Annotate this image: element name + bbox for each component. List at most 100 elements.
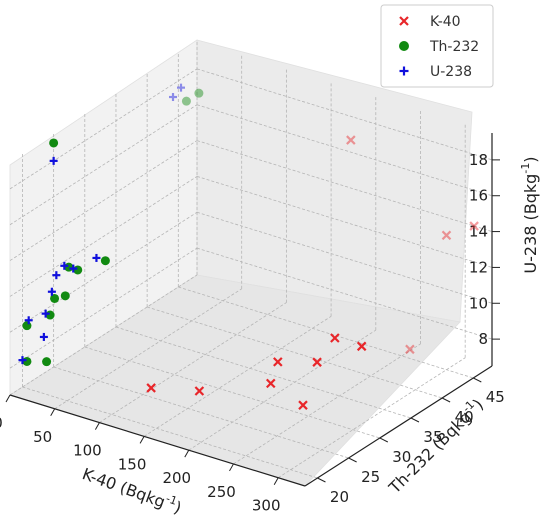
- grid-x-floor: [277, 357, 466, 479]
- grid-y-floor: [147, 306, 443, 399]
- data-point-k40: [346, 135, 356, 145]
- x-axis-line: [9, 394, 306, 487]
- grid-x-floor: [233, 343, 421, 465]
- y-tick: [317, 477, 326, 483]
- legend-marker-th232: [399, 41, 409, 51]
- y-tick-label: 30: [392, 448, 411, 466]
- legend: K-40 Th-232 U-238: [380, 4, 494, 88]
- data-point-k40: [330, 333, 340, 343]
- data-point-th232: [64, 262, 74, 272]
- data-point-th232: [100, 256, 110, 266]
- data-point-u238: [24, 316, 33, 325]
- y-tick-label: 45: [486, 388, 505, 406]
- y-tick: [379, 437, 389, 443]
- grid-z-back: [196, 140, 493, 232]
- data-point-u238: [92, 253, 101, 262]
- grid-y-floor: [84, 346, 380, 439]
- legend-marker-k40: [399, 16, 409, 26]
- data-point-k40: [312, 357, 322, 367]
- data-point-k40: [273, 357, 283, 367]
- data-point-k40: [194, 386, 205, 396]
- grid-y-floor: [115, 326, 412, 419]
- legend-label-u238: U-238: [430, 64, 472, 80]
- y-axis-label: Th-232 (Bqkg-1): [383, 394, 487, 498]
- data-point-u238: [169, 93, 178, 102]
- grid-z-left: [9, 211, 198, 333]
- x-tick-label: 50: [33, 428, 52, 446]
- grid-z-back: [196, 68, 493, 161]
- grid-z-left: [9, 140, 198, 261]
- data-point-th232: [181, 96, 191, 106]
- data-point-u238: [18, 356, 27, 365]
- z-axis-label: U-238 (Bqkg-1): [519, 156, 540, 273]
- data-point-u238: [60, 261, 69, 270]
- data-point-th232: [50, 293, 60, 303]
- data-point-th232: [194, 88, 204, 98]
- data-point-th232: [73, 265, 83, 275]
- y-axis-line: [304, 365, 493, 487]
- z-tick-label: 8: [478, 330, 488, 348]
- data-point-th232: [22, 321, 32, 331]
- y-tick: [348, 457, 357, 463]
- grid-x-floor: [99, 302, 287, 423]
- data-point-th232: [45, 310, 55, 320]
- grid-x-floor: [9, 274, 198, 396]
- data-point-k40: [146, 383, 156, 393]
- data-point-u238: [69, 264, 78, 273]
- data-point-th232: [49, 138, 59, 148]
- grid-x-floor: [54, 288, 242, 410]
- series-u238: [18, 83, 186, 365]
- grid-y-floor: [22, 386, 318, 479]
- x-tick: [5, 394, 11, 403]
- y-tick: [473, 377, 482, 383]
- x-tick-label: 150: [118, 455, 147, 473]
- z-tick-label: 14: [469, 223, 488, 241]
- grid-z-back: [196, 211, 493, 304]
- x-tick-label: 300: [252, 497, 281, 515]
- tick-labels: 0 50 100 150 200 250 300 20 25 30 35 40 45 8 10 12 14 16 1…: [0, 151, 505, 515]
- grid-z-left: [9, 68, 198, 190]
- data-point-u238: [49, 156, 58, 165]
- x-tick-label: 100: [73, 442, 102, 460]
- grid-x-floor: [143, 316, 332, 437]
- z-tick-label: 18: [469, 151, 488, 169]
- grid-x-floor: [188, 329, 377, 451]
- x-tick-label: 250: [207, 483, 236, 501]
- y-tick: [441, 397, 451, 403]
- data-point-u238: [52, 271, 61, 280]
- grid-z-left: [9, 247, 198, 369]
- data-point-k40: [265, 378, 276, 389]
- y-tick-label: 20: [330, 488, 349, 506]
- x-tick: [184, 449, 190, 458]
- grid-y-floor: [178, 286, 474, 379]
- x-tick: [229, 463, 234, 472]
- grid-y-floor: [53, 366, 349, 459]
- z-tick-label: 16: [469, 187, 488, 205]
- data-point-k40: [356, 341, 367, 352]
- data-point-u238: [41, 309, 50, 318]
- x-tick: [50, 408, 56, 417]
- y-tick-label: 35: [423, 428, 442, 446]
- data-point-th232: [42, 357, 52, 367]
- y-tick-label: 40: [455, 408, 474, 426]
- grid-z-left: [9, 176, 198, 297]
- grid-lines: [9, 42, 493, 479]
- legend-marker-u238: [399, 66, 409, 76]
- legend-label-k40: K-40: [430, 14, 461, 30]
- grid-z-left: [9, 104, 198, 226]
- data-point-k40: [298, 400, 308, 410]
- z-tick-label: 12: [469, 258, 488, 276]
- grid-z-back: [196, 176, 493, 268]
- x-tick: [273, 477, 279, 485]
- legend-label-th232: Th-232: [429, 39, 479, 55]
- x-tick: [139, 436, 145, 444]
- data-point-u238: [177, 83, 186, 92]
- data-points: [18, 83, 479, 410]
- axes-lines: [5, 133, 500, 487]
- y-tick: [410, 417, 420, 423]
- grid-z-back: [196, 104, 493, 197]
- data-point-u238: [47, 287, 56, 296]
- data-point-k40: [405, 344, 415, 355]
- data-point-th232: [22, 356, 32, 366]
